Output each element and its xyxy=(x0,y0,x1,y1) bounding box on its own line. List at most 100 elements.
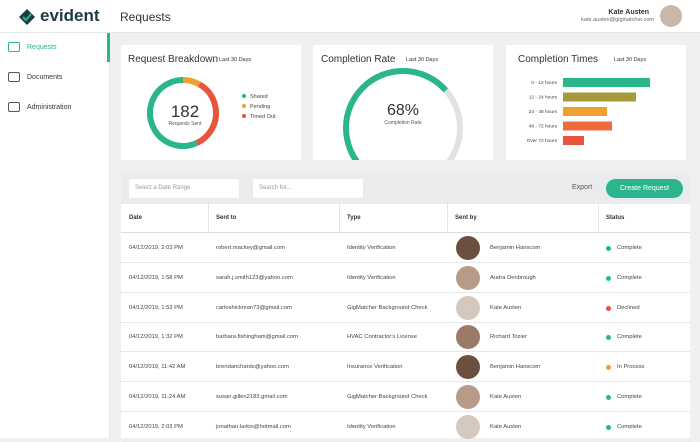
card-title: Completion Rate xyxy=(321,54,396,65)
table-header-bg xyxy=(121,204,690,233)
table-cell: 04/12/2019, 11:24 AM xyxy=(129,394,186,400)
table-cell: sarah.j.smith123@yahoo.com xyxy=(216,274,293,281)
row-divider xyxy=(121,321,690,323)
donut-total: 182 xyxy=(171,102,199,121)
table-cell: susan.gillen2183.gmail.com xyxy=(216,394,288,400)
bar xyxy=(563,136,584,145)
bar xyxy=(563,107,607,116)
status-text: Complete xyxy=(617,423,642,430)
nav-item[interactable]: Requests xyxy=(27,44,57,51)
table-cell: Kate Austen xyxy=(490,304,522,311)
table-panel xyxy=(121,173,690,438)
active-indicator xyxy=(107,33,110,62)
column-header[interactable]: Sent by xyxy=(455,215,477,221)
status-dot xyxy=(606,246,611,251)
logo-icon xyxy=(19,9,35,25)
table-cell: HVAC Contractor's License xyxy=(347,334,417,341)
table-cell: 04/12/2019, 1:58 PM xyxy=(129,274,183,281)
gauge-caption: Completion Rate xyxy=(384,120,421,126)
logo: evident xyxy=(40,6,100,25)
search-placeholder: Search for... xyxy=(259,185,292,191)
status-dot xyxy=(606,395,611,400)
status-text: Complete xyxy=(617,245,642,251)
user-name[interactable]: Kate Austen xyxy=(608,9,649,16)
donut-segment xyxy=(147,77,219,149)
status-text: Declined xyxy=(617,304,640,311)
card-title: Completion Times xyxy=(518,54,599,65)
nav-icon[interactable] xyxy=(8,102,20,112)
user-avatar[interactable] xyxy=(660,5,682,27)
status-dot xyxy=(606,335,611,341)
times-card: 0 - 12 hours 12 - 24 hours 24 - 48 hours 48… xyxy=(506,45,686,160)
table-cell: Identity Verification xyxy=(347,245,396,251)
sender-avatar xyxy=(456,265,480,290)
row-divider xyxy=(121,381,690,383)
sidebar xyxy=(0,33,110,438)
donut-segment xyxy=(147,77,219,149)
card-period: Last 30 Days xyxy=(219,57,252,63)
column-separator xyxy=(447,204,448,233)
legend-label: Timed Out xyxy=(250,114,276,120)
status-dot xyxy=(606,424,611,430)
date-placeholder: Select a Date Range xyxy=(135,185,191,191)
table-cell: robert.mackey@gmail.com xyxy=(216,245,286,251)
bar xyxy=(563,92,636,102)
export-button[interactable]: Export xyxy=(572,184,593,191)
row-divider xyxy=(121,291,690,293)
table-cell: 04/12/2019, 2:03 PM xyxy=(129,245,183,251)
column-header[interactable]: Status xyxy=(606,215,625,221)
date-input[interactable] xyxy=(129,179,239,198)
status-dot xyxy=(606,275,611,281)
page-title: Requests xyxy=(120,10,171,24)
column-separator xyxy=(208,204,209,233)
table-cell: Kate Austen xyxy=(490,423,522,430)
card-period: Last 30 Days xyxy=(614,57,647,63)
bar-label: 24 - 48 hours xyxy=(529,109,558,115)
bar-label: 12 - 24 hours xyxy=(529,95,558,101)
column-separator xyxy=(598,204,599,233)
nav-icon[interactable] xyxy=(8,42,20,52)
sender-avatar xyxy=(456,385,480,409)
column-header[interactable]: Type xyxy=(347,215,361,221)
bar xyxy=(563,78,650,87)
legend-label: Shared xyxy=(250,94,268,100)
table-cell: Kate Austen xyxy=(490,394,522,400)
table-cell: Identity Verification xyxy=(347,423,396,430)
search-input[interactable] xyxy=(253,179,363,198)
card-title: Request Breakdown xyxy=(128,54,219,65)
user-email: kate.austen@gigmatcher.com xyxy=(581,17,654,23)
table-cell: GigMatcher Background Check xyxy=(347,394,428,400)
create-button[interactable]: Create Request xyxy=(606,179,683,198)
legend-label: Pending xyxy=(250,104,270,110)
status-text: In Process xyxy=(617,364,645,371)
table-cell: GigMatcher Background Check xyxy=(347,304,428,311)
sender-avatar xyxy=(456,414,480,439)
status-dot xyxy=(606,365,611,371)
table-cell: Insurance Verification xyxy=(347,364,403,371)
status-text: Complete xyxy=(617,274,642,281)
breakdown-card: Shared Pending Timed Out 182 Requests Sent xyxy=(121,45,301,160)
column-header[interactable]: Sent to xyxy=(216,215,237,221)
column-header[interactable]: Date xyxy=(129,215,143,221)
table-cell: barbara.fishingham@gmail.com xyxy=(216,334,298,341)
table-cell: Identity Verification xyxy=(347,274,396,281)
nav-item[interactable]: Documents xyxy=(27,74,63,81)
row-divider xyxy=(121,351,690,353)
table-cell: Audra Denbrough xyxy=(490,274,536,281)
bar-label: 0 - 12 hours xyxy=(531,80,557,86)
top-bar xyxy=(0,0,700,33)
donut-caption: Requests Sent xyxy=(169,121,202,127)
sender-avatar xyxy=(456,236,480,260)
table-cell: jonathan.larkin@hotmail.com xyxy=(216,423,291,430)
table-cell: 04/12/2019, 1:53 PM xyxy=(129,304,183,311)
column-separator xyxy=(339,204,340,233)
bar xyxy=(563,121,612,131)
nav-icon[interactable] xyxy=(8,72,20,82)
table-cell: 04/12/2019, 11:42 AM xyxy=(129,364,186,371)
nav-item[interactable]: Administration xyxy=(27,104,72,111)
table-cell: carloshickman73@gmail.com xyxy=(216,304,292,311)
sender-avatar xyxy=(456,295,480,320)
sender-avatar xyxy=(456,355,480,380)
bar-label: 48 - 72 hours xyxy=(529,124,558,130)
